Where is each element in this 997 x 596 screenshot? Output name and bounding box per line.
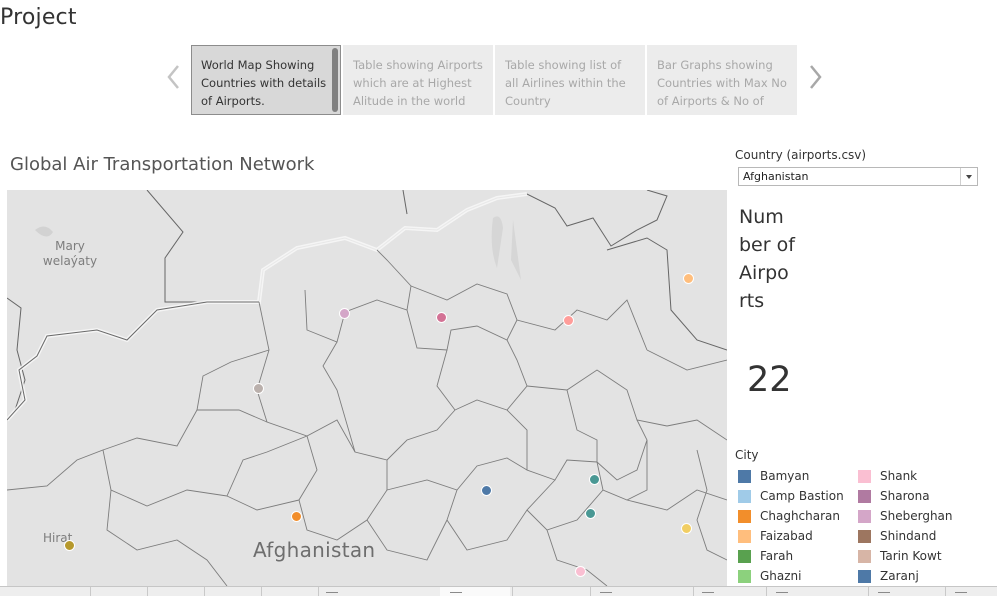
tab-divider bbox=[261, 587, 262, 596]
country-filter-dropdown[interactable]: Afghanistan bbox=[738, 167, 978, 186]
airport-marker[interactable] bbox=[481, 485, 492, 496]
story-point-scrollbar[interactable] bbox=[332, 48, 338, 112]
legend-item-label: Tarin Kowt bbox=[880, 549, 942, 563]
legend-title: City bbox=[735, 448, 759, 462]
story-point-label: Bar Graphs showing Countries with Max No… bbox=[657, 58, 787, 108]
tab-divider bbox=[945, 587, 946, 596]
airport-marker[interactable] bbox=[563, 315, 574, 326]
kpi-value: 22 bbox=[747, 360, 792, 400]
legend-item-label: Zaranj bbox=[880, 569, 919, 583]
tab-divider bbox=[204, 587, 205, 596]
legend-item[interactable]: Shindand bbox=[858, 526, 936, 546]
tab-mark bbox=[450, 592, 462, 593]
legend-swatch bbox=[738, 569, 751, 583]
sheet-tab-active[interactable] bbox=[440, 587, 510, 596]
legend-swatch bbox=[738, 529, 751, 543]
airport-marker[interactable] bbox=[339, 308, 350, 319]
chevron-down-icon[interactable] bbox=[960, 168, 977, 185]
story-next-arrow[interactable] bbox=[805, 62, 825, 92]
legend-item-label: Farah bbox=[760, 549, 794, 563]
story-point-label: World Map Showing Countries with details… bbox=[201, 58, 327, 108]
tab-divider bbox=[147, 587, 148, 596]
legend-item[interactable]: Chaghcharan bbox=[738, 506, 840, 526]
legend-swatch bbox=[858, 529, 871, 543]
tab-mark bbox=[326, 592, 338, 593]
legend-swatch bbox=[738, 489, 751, 503]
map-label-country: Afghanistan bbox=[253, 538, 376, 562]
legend-swatch bbox=[858, 509, 871, 523]
airport-marker[interactable] bbox=[64, 540, 75, 551]
tab-divider bbox=[868, 587, 869, 596]
tab-divider bbox=[512, 587, 513, 596]
legend-item-label: Shank bbox=[880, 469, 918, 483]
airport-marker[interactable] bbox=[253, 383, 264, 394]
country-filter-value: Afghanistan bbox=[743, 170, 809, 183]
page-title: Project bbox=[0, 5, 77, 30]
airport-marker[interactable] bbox=[585, 508, 596, 519]
tab-mark bbox=[702, 592, 714, 593]
story-point-3[interactable]: Table showing list of all Airlines withi… bbox=[495, 45, 645, 115]
legend-item[interactable]: Faizabad bbox=[738, 526, 813, 546]
map-label-region: Mary welaýaty bbox=[42, 239, 98, 268]
legend-item-label: Camp Bastion bbox=[760, 489, 844, 503]
chevron-left-icon bbox=[167, 65, 179, 89]
story-point-label: Table showing Airports which are at High… bbox=[353, 58, 483, 108]
map[interactable]: Mary welaýaty Hirat Afghanistan bbox=[7, 190, 727, 586]
airport-marker[interactable] bbox=[436, 312, 447, 323]
legend-item-label: Ghazni bbox=[760, 569, 802, 583]
legend-item-label: Chaghcharan bbox=[760, 509, 841, 523]
story-point-label: Table showing list of all Airlines withi… bbox=[505, 58, 626, 108]
tab-mark bbox=[878, 592, 890, 593]
airport-marker[interactable] bbox=[575, 566, 586, 577]
airport-marker[interactable] bbox=[683, 273, 694, 284]
legend-item[interactable]: Ghazni bbox=[738, 566, 802, 586]
legend-item[interactable]: Tarin Kowt bbox=[858, 546, 942, 566]
tab-divider bbox=[590, 587, 591, 596]
chevron-right-icon bbox=[810, 65, 822, 89]
legend-item-label: Sheberghan bbox=[880, 509, 953, 523]
legend-item[interactable]: Farah bbox=[738, 546, 793, 566]
tab-divider bbox=[90, 587, 91, 596]
tab-divider bbox=[318, 587, 319, 596]
airport-marker[interactable] bbox=[291, 511, 302, 522]
map-title: Global Air Transportation Network bbox=[10, 154, 315, 175]
legend-swatch bbox=[738, 469, 751, 483]
story-point-4[interactable]: Bar Graphs showing Countries with Max No… bbox=[647, 45, 797, 115]
legend-item-label: Sharona bbox=[880, 489, 930, 503]
airport-marker[interactable] bbox=[589, 474, 600, 485]
legend-swatch bbox=[738, 509, 751, 523]
legend-swatch bbox=[858, 469, 871, 483]
legend-item[interactable]: Camp Bastion bbox=[738, 486, 844, 506]
legend-item-label: Faizabad bbox=[760, 529, 813, 543]
legend-swatch bbox=[858, 489, 871, 503]
map-boundaries bbox=[7, 190, 727, 586]
legend-item[interactable]: Sheberghan bbox=[858, 506, 953, 526]
legend-swatch bbox=[858, 549, 871, 563]
legend-swatch bbox=[738, 549, 751, 563]
story-point-1[interactable]: World Map Showing Countries with details… bbox=[191, 45, 341, 115]
story-prev-arrow[interactable] bbox=[164, 62, 184, 92]
tab-mark bbox=[600, 592, 612, 593]
story-point-2[interactable]: Table showing Airports which are at High… bbox=[343, 45, 493, 115]
tab-mark bbox=[955, 592, 967, 593]
legend-item[interactable]: Zaranj bbox=[858, 566, 919, 586]
legend-item[interactable]: Sharona bbox=[858, 486, 930, 506]
legend-swatch bbox=[858, 569, 871, 583]
tab-mark bbox=[776, 592, 788, 593]
sheet-tab-bar[interactable] bbox=[0, 586, 997, 596]
airport-marker[interactable] bbox=[681, 523, 692, 534]
tab-divider bbox=[693, 587, 694, 596]
legend-item[interactable]: Bamyan bbox=[738, 466, 809, 486]
legend-item-label: Shindand bbox=[880, 529, 937, 543]
kpi-label: Number of Airports bbox=[739, 206, 795, 312]
legend-item[interactable]: Shank bbox=[858, 466, 917, 486]
country-filter-label: Country (airports.csv) bbox=[735, 148, 867, 162]
tab-divider bbox=[766, 587, 767, 596]
legend-item-label: Bamyan bbox=[760, 469, 810, 483]
